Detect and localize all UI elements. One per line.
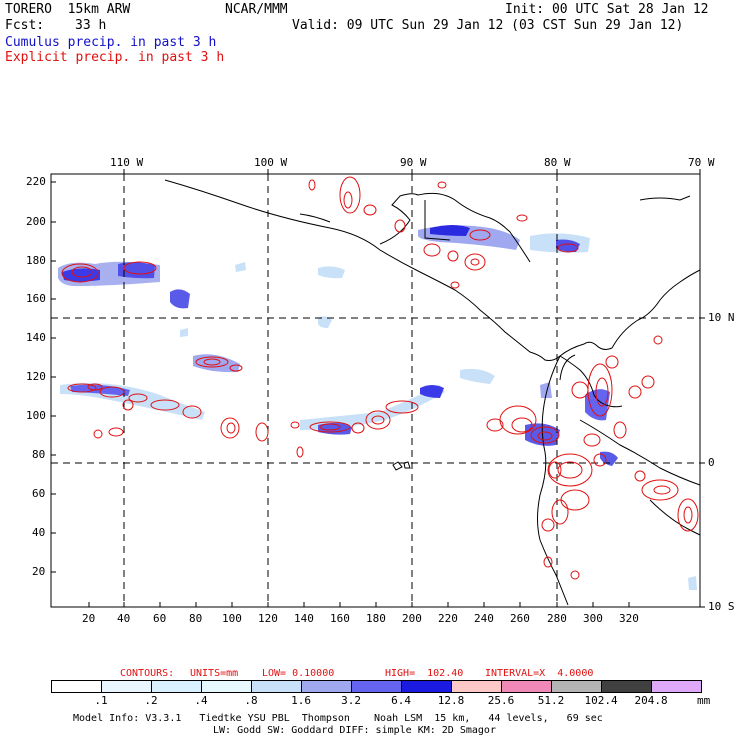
valid-time: Valid: 09 UTC Sun 29 Jan 12 (03 CST Sun … [292,18,684,33]
y-tick-label: 120 [26,370,46,383]
y-tick-label: 200 [26,215,46,228]
y-tick-label: 160 [26,292,46,305]
colorbar-label: .2 [144,694,158,707]
explicit-precip-contours [61,176,699,580]
colorbar-label: 3.2 [341,694,361,707]
x-tick-label: 260 [510,612,530,625]
x-tick-label: 20 [82,612,96,625]
legend-cumulus: Cumulus precip. in past 3 h [5,35,217,50]
lat-lon-grid [51,174,700,607]
x-tick-label: 120 [258,612,278,625]
model-physics: LW: Godd SW: Goddard DIFF: simple KM: 2D… [213,725,496,736]
y-tick-label: 100 [26,409,46,422]
lon-label-110w: 110 W [110,156,144,169]
center-name: NCAR/MMM [225,2,288,17]
y-tick-label: 180 [26,254,46,267]
coastlines [164,179,701,606]
colorbar-label: .8 [244,694,258,707]
colorbar-cell [101,680,152,693]
colorbar-label: 25.6 [487,694,515,707]
colorbar-cell [251,680,302,693]
colorbar-label: 12.8 [437,694,465,707]
colorbar-label: 1.6 [291,694,311,707]
lon-label-70w: 70 W [688,156,715,169]
lat-label-10n: 10 N [708,311,735,324]
lat-label-0: 0 [708,456,715,469]
contour-interval: INTERVAL=X 4.0000 [485,668,594,679]
lon-label-80w: 80 W [544,156,571,169]
colorbar-cell [401,680,452,693]
contour-units: UNITS=mm [190,668,239,679]
fcst-value: 33 h [75,18,107,33]
colorbar-label: 102.4 [584,694,618,707]
y-tick-label: 40 [32,526,46,539]
colorbar-cell [351,680,402,693]
colorbar-unit: mm [697,694,711,707]
x-tick-label: 320 [619,612,639,625]
legend-explicit: Explicit precip. in past 3 h [5,50,225,65]
x-tick-label: 240 [474,612,494,625]
colorbar-label: .1 [94,694,108,707]
lon-label-100w: 100 W [254,156,288,169]
x-tick-label: 40 [117,612,131,625]
colorbar-label: 51.2 [537,694,565,707]
y-tick-label: 80 [32,448,46,461]
lat-label-10s: 10 S [708,600,735,613]
x-tick-label: 100 [222,612,242,625]
model-name: TORERO 15km ARW [5,2,131,17]
y-tick-label: 140 [26,331,46,344]
y-tick-label: 20 [32,565,46,578]
y-tick-label: 60 [32,487,46,500]
x-tick-label: 140 [294,612,314,625]
y-tick-label: 220 [26,175,46,188]
colorbar-cell [201,680,252,693]
colorbar-label: 6.4 [391,694,411,707]
colorbar-cell [301,680,352,693]
colorbar-label: .4 [194,694,208,707]
axis-ticks [51,169,705,608]
colorbar-cell [601,680,652,693]
colorbar-label: 204.8 [634,694,668,707]
colorbar-cell [51,680,102,693]
model-info: Model Info: V3.3.1 Tiedtke YSU PBL Thomp… [73,713,603,724]
colorbar-cell [451,680,502,693]
colorbar-cell [501,680,552,693]
x-tick-label: 200 [402,612,422,625]
x-tick-label: 60 [153,612,167,625]
colorbar-cell [551,680,602,693]
colorbar-cell [151,680,202,693]
contour-high: HIGH= 102.40 [385,668,464,679]
init-time: Init: 00 UTC Sat 28 Jan 12 [505,2,709,17]
contour-low: LOW= 0.10000 [262,668,335,679]
x-tick-label: 220 [438,612,458,625]
x-tick-label: 180 [366,612,386,625]
x-tick-label: 80 [189,612,203,625]
x-tick-label: 160 [330,612,350,625]
colorbar-cell [651,680,702,693]
contour-label: CONTOURS: [120,668,175,679]
fcst-label: Fcst: [5,18,45,33]
x-tick-label: 280 [547,612,567,625]
x-tick-label: 300 [583,612,603,625]
lon-label-90w: 90 W [400,156,427,169]
